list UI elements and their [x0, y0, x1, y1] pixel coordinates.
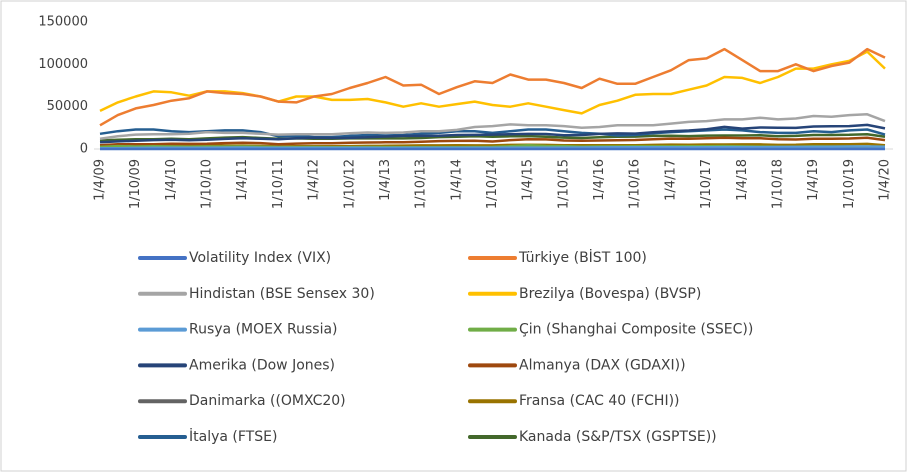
x-tick-label: 1/10/12 — [342, 159, 357, 209]
x-tick-label: 1/10/15 — [556, 159, 571, 209]
legend-label: Fransa (CAC 40 (FCHI)) — [519, 393, 680, 409]
y-tick-label: 150000 — [38, 15, 88, 30]
legend-label: Hindistan (BSE Sensex 30) — [189, 286, 375, 302]
x-tick-label: 1/10/18 — [770, 159, 785, 209]
x-tick-label: 1/10/19 — [842, 159, 857, 209]
legend-label: Amerika (Dow Jones) — [189, 357, 335, 373]
x-tick-label: 1/10/09 — [128, 159, 143, 209]
y-tick-label: 100000 — [38, 57, 88, 72]
legend-label: İtalya (FTSE) — [189, 427, 277, 445]
x-tick-label: 1/4/17 — [663, 159, 678, 201]
x-tick-label: 1/10/10 — [200, 159, 215, 209]
x-tick-label: 1/10/17 — [699, 159, 714, 209]
x-tick-label: 1/10/14 — [485, 159, 500, 209]
x-tick-label: 1/10/13 — [414, 159, 429, 209]
series-line — [99, 113, 886, 141]
x-tick-label: 1/10/11 — [271, 159, 286, 209]
series-line — [99, 47, 886, 127]
x-tick-label: 1/4/09 — [93, 159, 108, 201]
series-line — [99, 123, 886, 144]
series-line — [99, 50, 886, 115]
series-line — [99, 128, 886, 139]
x-tick-label: 1/4/12 — [307, 159, 322, 201]
y-tick-label: 0 — [80, 142, 88, 157]
legend-label: Kanada (S&P/TSX (GSPTSE)) — [519, 429, 717, 445]
x-tick-label: 1/4/19 — [806, 159, 821, 201]
x-tick-label: 1/4/11 — [235, 159, 250, 201]
x-tick-label: 1/4/14 — [449, 159, 464, 201]
legend-label: Çin (Shanghai Composite (SSEC)) — [519, 322, 753, 338]
x-tick-label: 1/10/16 — [628, 159, 643, 209]
x-tick-label: 1/4/20 — [878, 159, 893, 201]
legend-label: Rusya (MOEX Russia) — [189, 322, 338, 338]
legend-label: Almanya (DAX (GDAXI)) — [519, 357, 686, 373]
legend-label: Danimarka ((OMXC20) — [189, 393, 346, 409]
y-tick-label: 50000 — [47, 99, 88, 114]
legend-label: Brezilya (Bovespa) (BVSP) — [519, 286, 701, 302]
legend-label: Türkiye (BİST 100) — [518, 248, 647, 266]
x-tick-label: 1/4/15 — [521, 159, 536, 201]
x-tick-label: 1/4/10 — [164, 159, 179, 201]
legend-label: Volatility Index (VIX) — [189, 250, 331, 266]
series-line — [99, 136, 886, 147]
x-tick-label: 1/4/18 — [735, 159, 750, 201]
x-tick-label: 1/4/13 — [378, 159, 393, 201]
x-tick-label: 1/4/16 — [592, 159, 607, 201]
